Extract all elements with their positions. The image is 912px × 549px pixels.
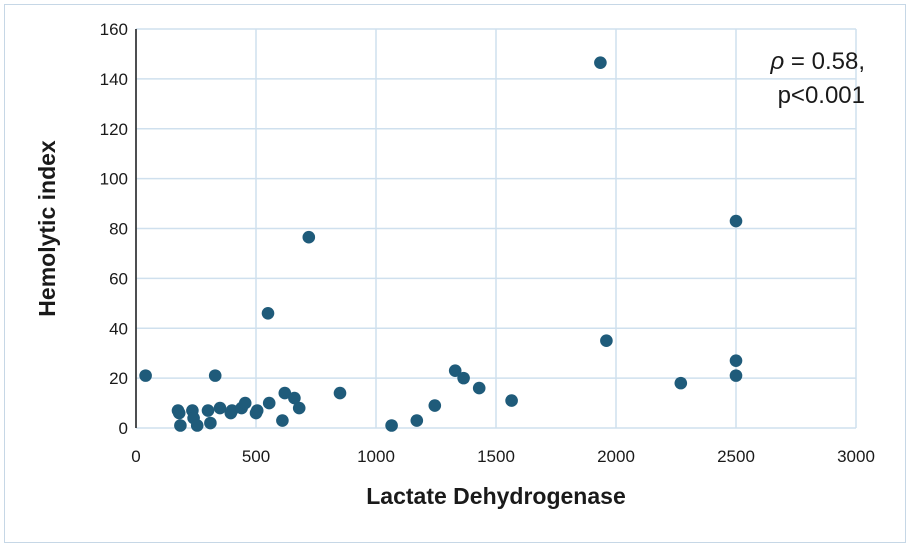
x-tick-label: 3000 [837,447,875,466]
data-point [333,386,347,400]
y-tick-label: 100 [100,170,128,189]
rho-symbol: ρ [770,48,785,75]
x-tick-label: 0 [131,447,140,466]
y-tick-label: 60 [109,269,128,288]
y-tick-labels: 0 20 40 60 80 100 120 140 160 [100,20,128,438]
gridlines [135,28,857,429]
data-point [410,414,424,427]
x-tick-label: 1500 [477,447,515,466]
data-point [729,214,743,228]
x-axis-title: Lactate Dehydrogenase [366,483,625,509]
y-tick-label: 20 [109,369,128,388]
x-tick-label: 500 [242,447,270,466]
data-point [674,376,688,390]
data-point [457,371,470,385]
data-point [262,396,276,410]
y-tick-label: 160 [100,20,128,39]
x-tick-label: 2000 [597,447,635,466]
data-point [238,396,252,410]
data-point [225,404,239,417]
data-point [174,419,187,432]
x-tick-label: 2500 [717,447,755,466]
x-tick-labels: 0 500 1000 1500 2000 2500 3000 [131,447,875,466]
y-tick-label: 80 [109,220,128,239]
data-point [505,394,518,407]
data-point [139,369,152,382]
data-point [172,406,186,420]
scatter-chart: 0 20 40 60 80 100 120 140 160 0 500 1000 1500 2000 25… [34,20,875,509]
data-point [428,399,442,412]
data-point [385,419,398,432]
data-point [261,306,275,320]
chart-area: 0 20 40 60 80 100 120 140 160 0 500 1000 1500 2000 25… [4,4,906,543]
y-tick-label: 0 [119,419,128,438]
data-point [729,354,743,367]
data-point [208,369,222,382]
correlation-annotation: ρ = 0.58, [770,48,865,75]
data-point [276,414,289,427]
p-value-annotation: p<0.001 [778,82,865,109]
data-point [190,419,204,432]
data-point [302,230,316,244]
data-point [600,334,613,348]
data-point [204,416,217,430]
data-point [729,369,743,382]
rho-value: = 0.58, [784,48,865,75]
data-point [213,401,227,415]
data-point [288,391,301,405]
data-points [139,56,743,432]
data-point [448,364,462,377]
x-tick-label: 1000 [357,447,395,466]
data-point [472,381,486,395]
data-point [250,404,264,417]
data-point [201,404,215,417]
data-point [292,401,306,415]
y-tick-label: 40 [109,319,128,338]
data-point [278,386,292,400]
y-tick-label: 140 [100,70,128,89]
y-tick-label: 120 [100,120,128,139]
data-point [594,56,607,69]
y-axis-title: Hemolytic index [34,140,60,317]
